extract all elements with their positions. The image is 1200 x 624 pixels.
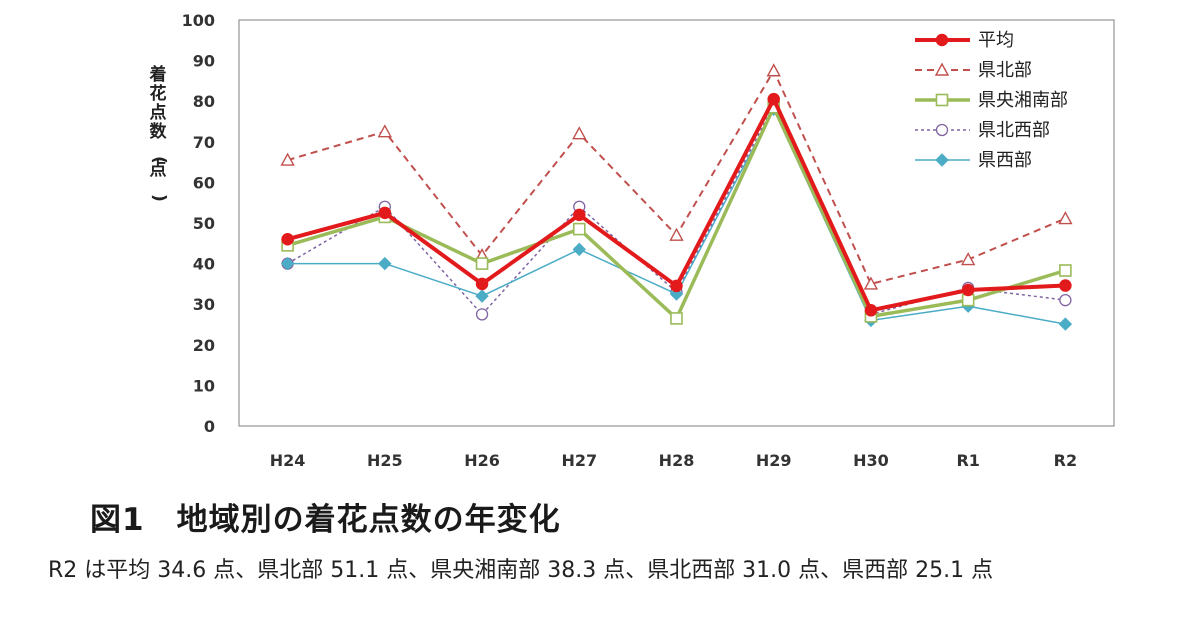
legend-item: 県央湘南部: [915, 90, 1068, 111]
y-tick-label: 80: [193, 92, 215, 111]
y-tick-label: 40: [193, 255, 215, 274]
data-point: [863, 276, 879, 290]
y-tick-label: 70: [193, 133, 215, 152]
x-tick-label: H26: [464, 451, 500, 470]
x-tick-label: H28: [659, 451, 695, 470]
data-point: [572, 242, 586, 257]
data-point: [573, 208, 586, 222]
figure-caption-title: 図1 地域別の着花点数の年変化: [90, 502, 561, 538]
y-tick-label: 0: [204, 417, 215, 436]
y-tick-label: 90: [193, 52, 215, 71]
data-point: [280, 152, 295, 166]
figure-caption-note: R2 は平均 34.6 点、県北部 51.1 点、県央湘南部 38.3 点、県北…: [48, 558, 994, 583]
data-point: [670, 279, 683, 293]
series-1: [280, 63, 1073, 290]
data-point: [378, 206, 392, 220]
legend-label: 県央湘南部: [978, 90, 1068, 111]
data-point: [281, 232, 294, 246]
y-tick-label: 100: [182, 11, 215, 30]
data-point: [864, 304, 878, 317]
y-tick-label: 20: [193, 336, 215, 355]
legend-item: 県北部: [915, 60, 1032, 81]
series-group: [280, 63, 1073, 331]
data-point: [280, 256, 295, 271]
y-tick-label: 30: [193, 295, 215, 314]
data-point: [960, 252, 976, 266]
legend-label: 県北部: [978, 60, 1032, 81]
data-point: [1058, 211, 1073, 225]
x-tick-label: H24: [270, 451, 306, 470]
data-point: [961, 293, 975, 307]
data-point: [572, 222, 586, 236]
data-point: [572, 126, 587, 140]
data-point: [475, 308, 489, 321]
data-point: [766, 63, 781, 77]
legend-label: 県北西部: [978, 120, 1050, 141]
y-tick-label: 10: [193, 376, 215, 395]
x-tick-label: H25: [367, 451, 403, 470]
data-point: [1059, 279, 1072, 292]
data-point: [475, 289, 489, 303]
y-axis-label: 着花点数(点): [149, 64, 170, 202]
x-tick-label: R2: [1054, 451, 1077, 470]
legend-label: 県西部: [978, 150, 1032, 171]
data-point: [669, 227, 684, 241]
x-tick-label: H29: [756, 451, 792, 470]
data-point: [378, 256, 392, 271]
legend-marker: [934, 62, 950, 76]
data-point: [670, 312, 683, 325]
data-point: [1059, 264, 1072, 277]
legend-marker: [935, 33, 949, 47]
x-tick-label: R1: [956, 451, 979, 470]
legend-item: 県西部: [915, 150, 1032, 171]
legend-marker: [935, 123, 949, 137]
x-tick-label: H27: [561, 451, 597, 470]
legend-label: 平均: [978, 30, 1014, 51]
data-point: [377, 124, 393, 138]
legend-item: 県北西部: [915, 120, 1050, 141]
data-point: [961, 283, 975, 297]
data-point: [767, 92, 780, 106]
legend-marker: [935, 153, 949, 167]
legend-marker: [935, 93, 949, 107]
legend-item: 平均: [915, 30, 1014, 51]
y-tick-label: 60: [193, 173, 215, 192]
data-point: [475, 277, 489, 291]
x-axis: H24 H25 H26 H27 H28 H29 H30 R1 R2: [270, 451, 1077, 470]
y-axis: 0 10 20 30 40 50 60 70 80 90 100: [182, 11, 215, 436]
data-point: [1059, 293, 1072, 307]
x-tick-label: H30: [853, 451, 889, 470]
y-tick-label: 50: [193, 214, 215, 233]
data-point: [475, 257, 489, 270]
series-0: [281, 92, 1072, 317]
data-point: [1058, 317, 1073, 331]
